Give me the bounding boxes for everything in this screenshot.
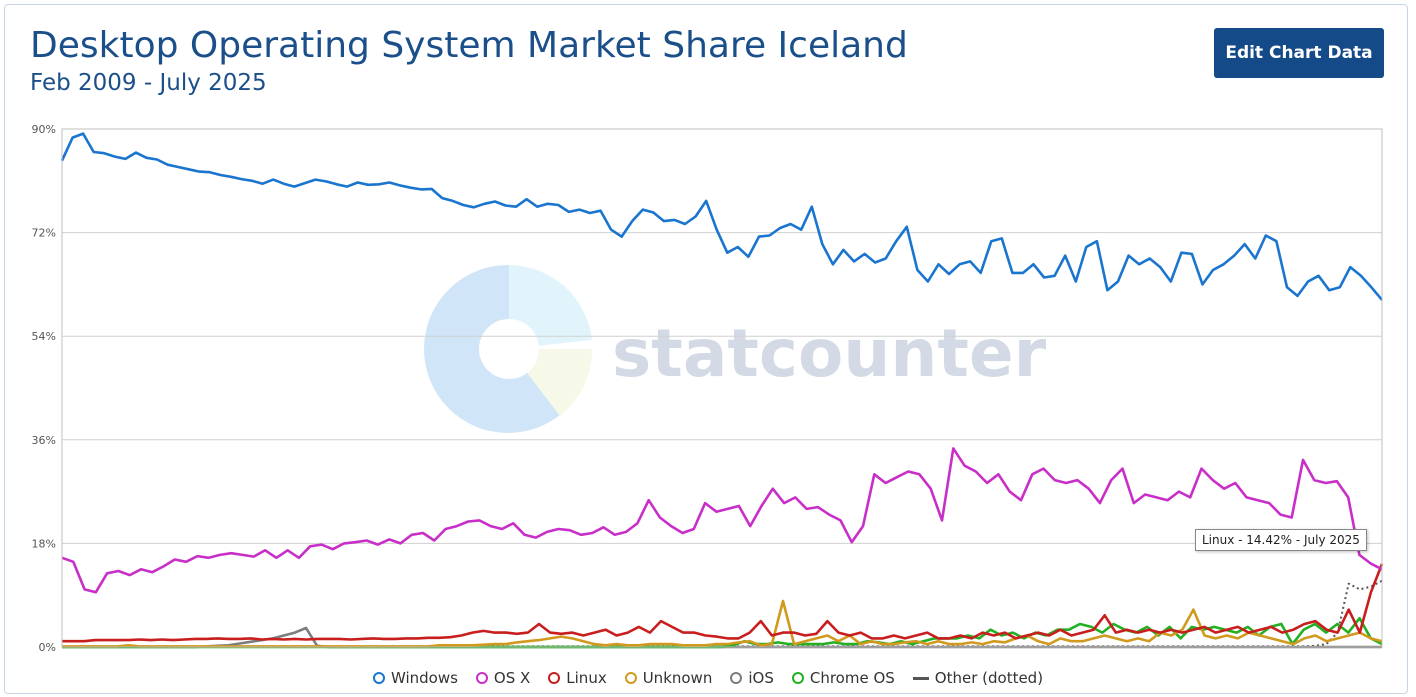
legend-marker-icon — [624, 672, 637, 684]
series-line-windows[interactable] — [60, 132, 1383, 301]
chart-tooltip: Linux - 14.42% - July 2025 — [1195, 529, 1367, 551]
legend-item-os-x[interactable]: OS X — [475, 669, 531, 687]
statcounter-watermark: statcounter — [424, 264, 1047, 433]
legend-label: OS X — [493, 669, 531, 687]
legend-marker-icon — [791, 672, 804, 684]
legend-item-chrome-os[interactable]: Chrome OS — [791, 669, 895, 687]
legend-marker-icon — [548, 672, 561, 684]
y-tick-label: 90% — [32, 123, 56, 136]
legend-label: Unknown — [642, 669, 713, 687]
legend-label: iOS — [748, 669, 774, 687]
edit-chart-data-button[interactable]: Edit Chart Data — [1214, 28, 1384, 78]
y-tick-label: 0% — [39, 641, 56, 654]
watermark-logo-segment-blue — [424, 264, 592, 433]
watermark-logo-segment-yellow — [509, 349, 593, 416]
watermark-logo-hole — [479, 319, 539, 379]
legend-item-other-dotted[interactable]: Other (dotted) — [912, 669, 1044, 687]
chart-frame — [4, 4, 1408, 694]
legend-marker-icon — [475, 672, 488, 684]
legend-label: Chrome OS — [809, 669, 895, 687]
legend-label: Other (dotted) — [934, 669, 1044, 687]
legend-item-windows[interactable]: Windows — [372, 669, 458, 687]
watermark-text: statcounter — [612, 315, 1047, 392]
y-tick-label: 54% — [32, 330, 56, 343]
legend-label: Windows — [390, 669, 458, 687]
legend-label: Linux — [566, 669, 607, 687]
chart-legend: Windows OS X Linux Unknown iOS Chrome OS Other… — [0, 666, 1416, 690]
legend-item-unknown[interactable]: Unknown — [624, 669, 713, 687]
y-tick-label: 18% — [32, 537, 56, 550]
y-tick-label: 36% — [32, 434, 56, 447]
y-tick-label: 72% — [32, 227, 56, 240]
legend-item-ios[interactable]: iOS — [730, 669, 774, 687]
legend-marker-icon — [730, 672, 743, 684]
watermark-logo-segment-cyan — [509, 265, 592, 349]
chart-subtitle: Feb 2009 - July 2025 — [30, 70, 267, 96]
legend-item-linux[interactable]: Linux — [548, 669, 607, 687]
series-line-os-x[interactable] — [61, 447, 1383, 594]
legend-marker-icon — [372, 672, 385, 684]
series-line-linux[interactable] — [62, 563, 1384, 643]
plot-border — [61, 128, 1383, 648]
chart-title: Desktop Operating System Market Share Ic… — [30, 25, 908, 66]
legend-marker-icon — [912, 676, 929, 680]
